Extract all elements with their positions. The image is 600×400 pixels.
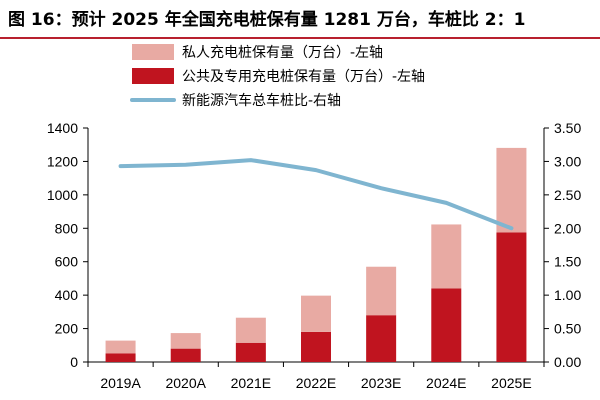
- x-axis-tick-label: 2023E: [361, 375, 401, 391]
- x-axis-tick-label: 2020A: [165, 375, 206, 391]
- legend-swatch: [132, 44, 174, 60]
- bar-private-2025E: [496, 147, 527, 233]
- chart-title: 图 16：预计 2025 年全国充电桩保有量 1281 万台，车桩比 2：1: [8, 10, 526, 30]
- ratio-line-series: [118, 158, 514, 231]
- left-axis-tick-label: 200: [55, 321, 79, 337]
- right-axis-tick-label: 0.50: [554, 321, 581, 337]
- legend-label: 私人充电桩保有量（万台）-左轴: [182, 44, 383, 61]
- bar-private-2022E: [301, 295, 331, 332]
- left-axis-tick-label: 800: [55, 220, 79, 236]
- legend-label: 公共及专用充电桩保有量（万台）-左轴: [182, 68, 425, 85]
- right-axis-tick-label: 2.00: [554, 220, 581, 236]
- x-axis-tick-label: 2025E: [491, 375, 531, 391]
- bar-private-2023E: [366, 266, 397, 316]
- title-underline: [0, 37, 600, 39]
- x-axis-ticks: 2019A 2020A 2021E 2022E 2023E 2024E 2025E: [100, 375, 531, 391]
- bar-public-2020A: [170, 348, 201, 362]
- ratio-line: [118, 158, 514, 231]
- left-axis-tick-label: 1000: [47, 187, 78, 203]
- bar-public-2019A: [105, 353, 136, 362]
- x-axis-tick-label: 2024E: [426, 375, 466, 391]
- bar-private-2019A: [105, 340, 136, 354]
- right-axis-tick-label: 3.50: [554, 120, 581, 136]
- chart-legend: 私人充电桩保有量（万台）-左轴公共及专用充电桩保有量（万台）-左轴新能源汽车总车…: [130, 44, 425, 109]
- chart-axes: 0 200 400 600 800 1000 1200 1400 0.00 0.50 1.00 1.5…: [47, 120, 582, 370]
- left-axis-tick-label: 1400: [47, 120, 78, 136]
- bar-private-2021E: [235, 317, 266, 343]
- legend-label: 新能源汽车总车桩比-右轴: [182, 92, 341, 109]
- bar-private-2020A: [170, 333, 201, 349]
- bar-public-2021E: [235, 342, 266, 362]
- bar-public-2025E: [496, 232, 527, 362]
- bar-private-2024E: [431, 224, 462, 289]
- legend-swatch: [132, 68, 174, 84]
- right-axis-tick-label: 2.50: [554, 187, 581, 203]
- right-axis-tick-label: 1.00: [554, 287, 581, 303]
- x-axis-tick-label: 2021E: [231, 375, 271, 391]
- left-axis-tick-label: 1200: [47, 153, 78, 169]
- right-axis-tick-label: 3.00: [554, 153, 581, 169]
- left-axis-tick-label: 400: [55, 287, 79, 303]
- right-axis-tick-label: 0.00: [554, 354, 581, 370]
- left-axis-tick-label: 0: [70, 354, 78, 370]
- bar-public-2022E: [301, 331, 331, 362]
- bar-public-2023E: [366, 315, 397, 362]
- x-axis-tick-label: 2022E: [296, 375, 336, 391]
- left-axis-tick-label: 600: [55, 254, 79, 270]
- bar-series: [105, 147, 527, 362]
- x-axis-tick-label: 2019A: [100, 375, 141, 391]
- right-axis-tick-label: 1.50: [554, 254, 581, 270]
- bar-public-2024E: [431, 288, 462, 362]
